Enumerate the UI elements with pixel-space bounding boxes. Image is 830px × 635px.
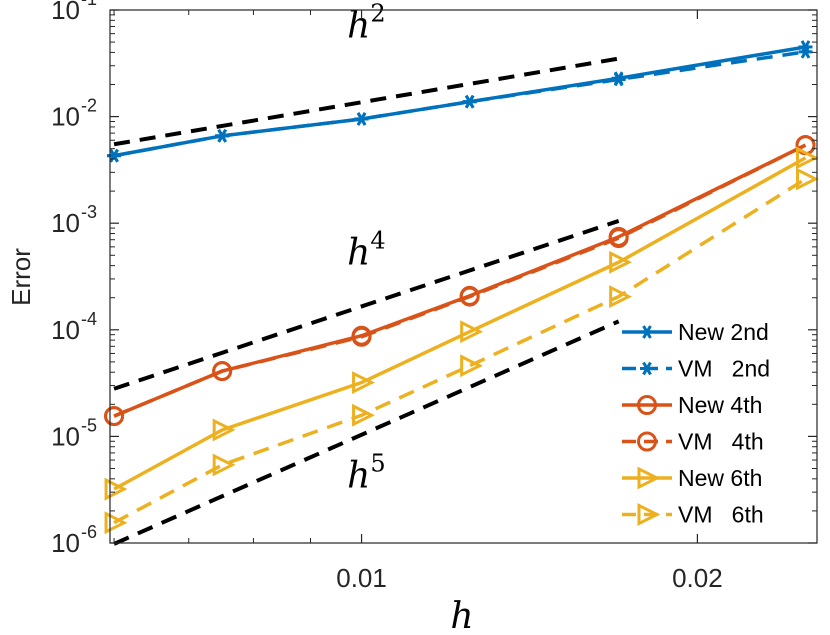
data-point-4-4 (609, 250, 633, 274)
data-point-3-0 (104, 406, 125, 427)
data-point-1-4 (611, 72, 626, 87)
data-point-3-3 (459, 286, 480, 307)
legend-label-0: New 2nd (678, 319, 769, 345)
y-tick-exp-5: -1 (81, 0, 97, 9)
data-point-5-5 (796, 167, 819, 191)
reference-label-h4: h4 (347, 226, 385, 273)
legend-entry-2: New 4th (622, 392, 762, 418)
data-point-5-1 (212, 453, 236, 477)
series-1 (107, 45, 813, 163)
y-tick-exp-0: -6 (81, 522, 97, 542)
legend-marker-1 (640, 361, 654, 376)
y-tick-label-0: 10 (51, 528, 80, 558)
y-tick-label-3: 10 (51, 208, 80, 238)
y-tick-exp-4: -2 (81, 96, 97, 116)
data-point-5-2 (352, 403, 375, 427)
legend-entry-5: VM 6th (622, 502, 764, 528)
series-line-1 (113, 50, 806, 158)
data-point-5-0 (104, 511, 128, 535)
data-point-1-1 (215, 129, 230, 143)
x-axis-title: h (450, 596, 473, 635)
reference-label-h5: h5 (347, 450, 385, 497)
reference-label-h2: h2 (347, 0, 385, 47)
ticks-layer: 10-610-510-410-310-210-10.010.02 (51, 0, 817, 593)
data-point-1-2 (354, 112, 369, 126)
y-tick-exp-1: -5 (81, 415, 97, 435)
y-tick-exp-2: -4 (81, 309, 97, 329)
data-point-4-0 (104, 477, 128, 501)
data-point-4-5 (796, 146, 819, 170)
legend-entry-3: VM 4th (622, 429, 764, 455)
plot-area-frame (109, 9, 818, 544)
legend-label-3: VM 4th (678, 429, 764, 455)
legend: New 2nd VM 2nd New 4th VM 4th New 6th VM 6th (622, 319, 770, 528)
legend-entry-0: New 2nd (622, 319, 769, 345)
data-point-4-2 (352, 371, 375, 394)
series-line-4 (113, 156, 807, 491)
x-tick-label-0: 0.01 (336, 563, 387, 593)
data-point-1-0 (107, 148, 122, 163)
series-line-0 (113, 45, 806, 158)
data-point-3-1 (212, 361, 233, 382)
legend-marker-3 (637, 431, 657, 452)
legend-marker-2 (637, 395, 657, 415)
data-point-3-4 (608, 228, 629, 249)
legend-label-4: New 6th (678, 465, 762, 491)
legend-entry-1: VM 2nd (622, 356, 770, 382)
series-5 (104, 167, 819, 535)
data-point-3-2 (351, 326, 372, 347)
reference-line-h5 (113, 319, 620, 546)
y-tick-exp-3: -3 (81, 202, 97, 222)
data-point-1-3 (462, 94, 477, 109)
data-point-5-3 (460, 354, 484, 378)
y-axis-title: Error (6, 248, 36, 306)
legend-label-1: VM 2nd (678, 356, 770, 382)
legend-marker-4 (637, 466, 661, 490)
reference-lines-layer: h2 h4 h5 (113, 0, 620, 546)
data-point-4-1 (212, 418, 236, 442)
y-tick-label-4: 10 (51, 102, 80, 132)
reference-line-h4 (113, 219, 620, 391)
series-layer (104, 40, 819, 535)
data-point-5-4 (609, 285, 633, 308)
series-4 (104, 146, 819, 501)
x-tick-label-1: 0.02 (672, 563, 723, 593)
legend-marker-0 (640, 325, 654, 339)
series-3 (104, 135, 816, 427)
data-point-4-3 (460, 320, 484, 344)
legend-label-2: New 4th (678, 392, 762, 418)
legend-marker-5 (637, 503, 661, 526)
legend-label-5: VM 6th (678, 502, 764, 528)
y-tick-label-2: 10 (51, 315, 80, 345)
y-tick-label-5: 10 (51, 0, 80, 25)
y-tick-label-1: 10 (51, 421, 80, 451)
reference-line-h2 (113, 56, 619, 147)
legend-entry-4: New 6th (622, 465, 762, 491)
series-0 (107, 40, 813, 163)
series-line-3 (113, 143, 807, 418)
data-point-1-5 (798, 45, 813, 59)
